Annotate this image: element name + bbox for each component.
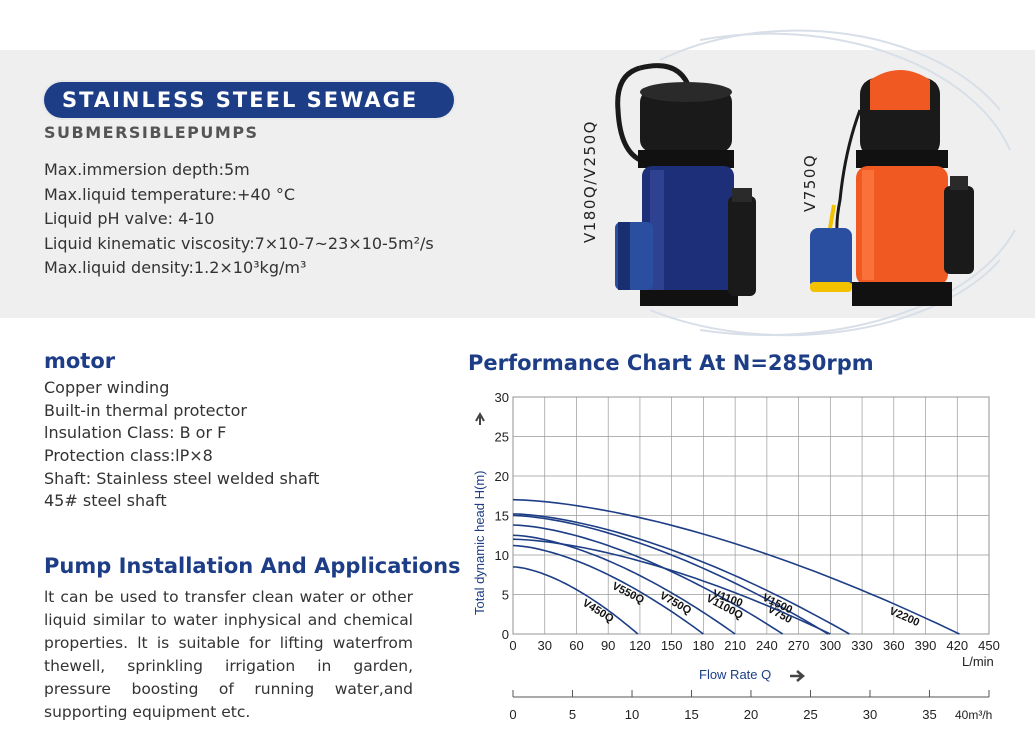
motor-item: Protection class:lP×8 (44, 446, 213, 466)
install-heading: Pump Installation And Applications (44, 554, 461, 578)
secondary-x-unit: 40m³/h (955, 708, 992, 722)
y-tick-label: 20 (495, 469, 509, 484)
x-tick-label: 150 (661, 638, 683, 653)
y-tick-label: 5 (502, 588, 509, 603)
y-tick-label: 15 (495, 509, 509, 524)
x-tick-label: 30 (537, 638, 551, 653)
series-line-v1100 (512, 538, 831, 635)
series-line-v2200 (512, 498, 960, 635)
x-tick-label: 270 (788, 638, 810, 653)
chart-title: Performance Chart At N=2850rpm (468, 351, 874, 375)
chart-ticks: 0 30 60 90 120 150 180 210 240 270 300 330 360 390 420… (495, 390, 1000, 653)
spec-item: Max.liquid temperature:+40 °C (44, 184, 296, 204)
x-tick-label: 0 (509, 638, 516, 653)
install-text: lt can be used to transfer clean water o… (44, 588, 413, 721)
x-tick-label: 90 (601, 638, 615, 653)
secondary-tick-label: 25 (803, 707, 817, 722)
spec-list: Max.immersion depth:5m Max.liquid temper… (44, 158, 434, 281)
secondary-tick-label: 35 (922, 707, 936, 722)
x-tick-label: 60 (569, 638, 583, 653)
secondary-tick-label: 10 (625, 707, 639, 722)
series-line-v1100q (512, 524, 784, 635)
chart-x-axis-label: Flow Rate Q (699, 667, 771, 682)
secondary-tick-label: 15 (684, 707, 698, 722)
y-tick-label: 0 (502, 627, 509, 642)
x-tick-label: 180 (693, 638, 715, 653)
x-tick-label: 300 (819, 638, 841, 653)
secondary-tick-label: 30 (863, 707, 877, 722)
secondary-tick-label: 0 (509, 707, 516, 722)
y-tick-label: 30 (495, 390, 509, 405)
x-tick-label: 390 (915, 638, 937, 653)
series-line-v750 (512, 514, 829, 635)
motor-item: 45# steel shaft (44, 491, 167, 511)
motor-item: Built-in thermal protector (44, 400, 247, 420)
x-tick-label: 360 (883, 638, 905, 653)
motor-item: lnsulation Class: B or F (44, 423, 227, 443)
series-line-v750q (512, 534, 736, 635)
motor-item: Copper winding (44, 378, 170, 397)
spec-item: Liquid pH valve: 4-10 (44, 209, 215, 228)
spec-item: Max.immersion depth:5m (44, 160, 250, 179)
secondary-tick-label: 20 (744, 707, 758, 722)
series-line-v550q (512, 544, 704, 635)
x-tick-label: 240 (756, 638, 778, 653)
series-line-v1500 (512, 513, 850, 635)
x-unit-label: L/min (962, 654, 994, 669)
x-arrow-icon (790, 670, 805, 682)
y-arrow-icon (475, 411, 485, 425)
series-label: V450Q (580, 597, 616, 625)
chart-grid (512, 396, 990, 635)
y-tick-label: 25 (495, 430, 509, 445)
spec-item: Max.liquid density:1.2×10³kg/m³ (44, 258, 307, 277)
y-tick-label: 10 (495, 548, 509, 563)
motor-list: Copper winding Built-in thermal protecto… (44, 377, 319, 513)
x-tick-label: 450 (978, 638, 1000, 653)
series-line-v450q (512, 566, 639, 635)
page-title: STAINLESS STEEL SEWAGE (44, 82, 454, 118)
x-tick-label: 330 (851, 638, 873, 653)
motor-item: Shaft: Stainless steel welded shaft (44, 468, 320, 488)
secondary-axis: 0 5 10 15 20 25 30 35 (509, 690, 990, 722)
spec-item: Liquid kinematic viscosity:7×10-7~23×10-… (44, 233, 434, 253)
motor-heading: motor (44, 349, 116, 373)
page-subtitle: SUBMERSIBLEPUMPS (44, 123, 259, 142)
x-tick-label: 120 (629, 638, 651, 653)
x-tick-label: 420 (946, 638, 968, 653)
secondary-tick-label: 5 (569, 707, 576, 722)
x-tick-label: 210 (724, 638, 746, 653)
series-label: V750Q (658, 590, 694, 617)
chart-y-axis-label: Total dynamic head H(m) (472, 471, 487, 616)
